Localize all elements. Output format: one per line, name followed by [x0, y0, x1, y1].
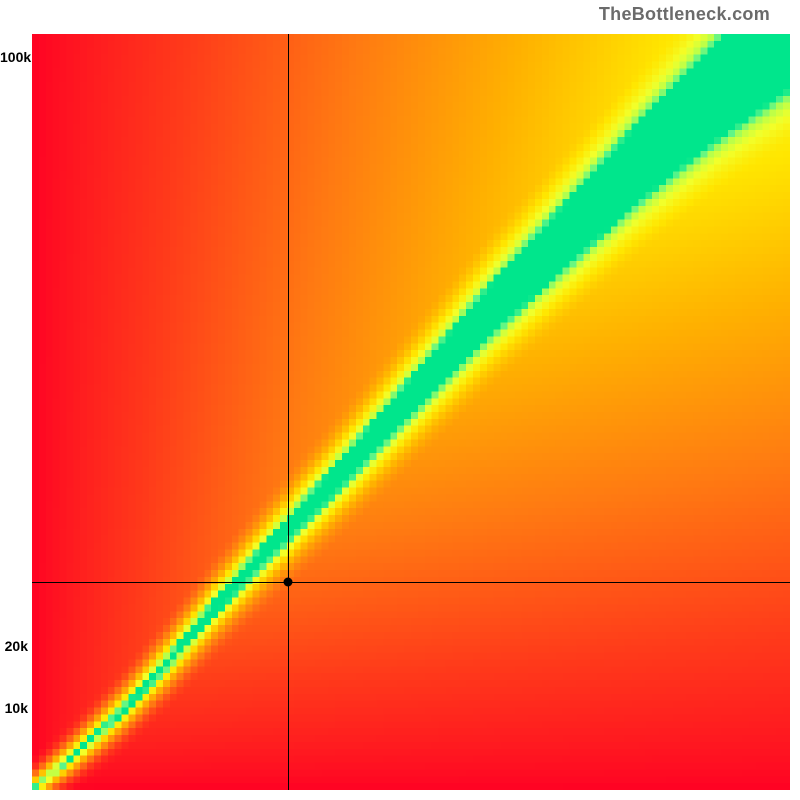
y-tick-label: 20k — [0, 638, 28, 654]
figure-root: TheBottleneck.com 10k 20k 100k — [0, 0, 800, 800]
crosshair-horizontal — [32, 582, 790, 583]
heatmap-canvas — [32, 34, 790, 790]
y-tick-label: 10k — [0, 700, 28, 716]
marker-dot — [284, 578, 293, 587]
crosshair-vertical — [288, 34, 289, 790]
attribution-label: TheBottleneck.com — [599, 4, 770, 25]
heatmap-plot — [32, 34, 790, 790]
y-tick-label: 100k — [0, 49, 28, 65]
